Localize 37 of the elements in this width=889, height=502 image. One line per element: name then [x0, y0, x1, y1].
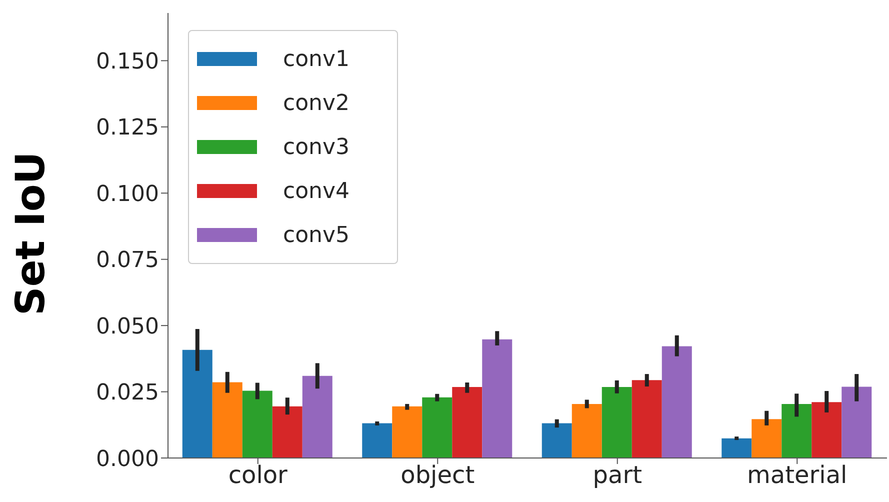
y-tick-label: 0.150	[96, 49, 159, 74]
legend-label: conv4	[283, 178, 350, 204]
bar	[722, 438, 752, 458]
bar	[212, 382, 242, 458]
bar	[452, 387, 482, 458]
x-tick-label: part	[592, 461, 642, 490]
y-axis-title: Set IoU	[8, 152, 54, 316]
bar	[242, 390, 272, 458]
x-tick-label: material	[747, 461, 848, 490]
bar	[842, 386, 872, 458]
y-tick-label: 0.125	[96, 116, 159, 141]
y-tick-label: 0.025	[96, 380, 159, 406]
bar	[812, 402, 842, 458]
bar	[482, 339, 512, 458]
legend-label: conv2	[283, 90, 350, 116]
bar	[752, 419, 782, 458]
bar	[662, 346, 692, 458]
bar	[362, 423, 392, 458]
bar	[602, 387, 632, 458]
bar	[182, 350, 212, 458]
bar	[782, 404, 812, 458]
bar	[302, 376, 332, 458]
bar	[632, 380, 662, 458]
legend-label: conv5	[283, 222, 350, 248]
bar	[542, 423, 572, 458]
y-tick-label: 0.075	[96, 248, 159, 274]
y-tick-label: 0.050	[96, 314, 159, 340]
bar	[572, 404, 602, 458]
legend-label: conv3	[283, 134, 350, 160]
legend-label: conv1	[283, 46, 350, 72]
x-tick-label: object	[400, 461, 475, 490]
y-tick-label: 0.000	[96, 446, 159, 472]
x-tick-label: color	[228, 461, 288, 490]
bar	[272, 406, 302, 458]
bar	[422, 397, 452, 458]
bar	[392, 406, 422, 458]
y-tick-label: 0.100	[96, 182, 159, 207]
